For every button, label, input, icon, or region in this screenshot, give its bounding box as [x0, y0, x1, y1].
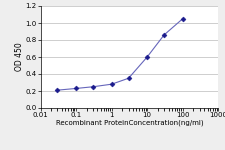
Y-axis label: OD 450: OD 450	[15, 43, 24, 71]
X-axis label: Recombinant ProteinConcentration(ng/ml): Recombinant ProteinConcentration(ng/ml)	[56, 120, 203, 126]
